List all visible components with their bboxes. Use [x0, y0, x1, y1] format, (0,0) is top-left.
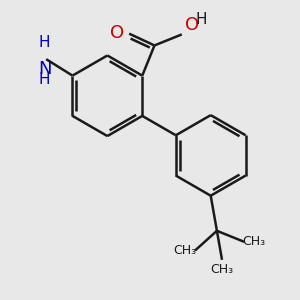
Text: CH₃: CH₃ [243, 235, 266, 248]
Text: O: O [185, 16, 199, 34]
Text: H: H [39, 35, 50, 50]
Text: H: H [39, 72, 50, 87]
Text: O: O [110, 24, 124, 42]
Text: CH₃: CH₃ [211, 263, 234, 276]
Text: CH₃: CH₃ [173, 244, 196, 257]
Text: H: H [196, 12, 207, 27]
Text: N: N [38, 60, 51, 78]
